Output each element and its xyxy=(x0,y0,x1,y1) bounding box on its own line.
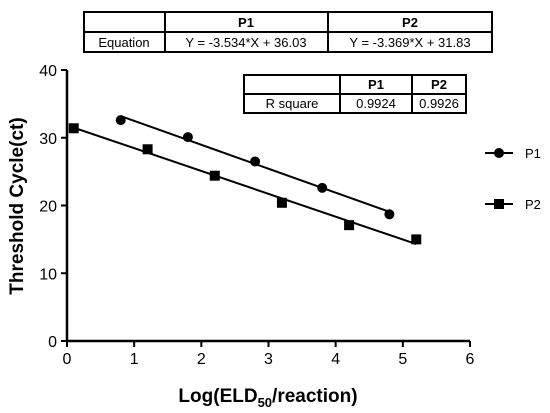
data-point-p2 xyxy=(276,197,287,208)
y-axis-title: Threshold Cycle(ct) xyxy=(7,117,28,294)
x-axis-title: Log(ELD50/reaction) xyxy=(178,386,357,410)
x-tick-label: 4 xyxy=(331,351,340,368)
rsquare-table-header-p2: P2 xyxy=(431,77,447,92)
data-point-p2 xyxy=(68,123,79,134)
x-tick-label: 3 xyxy=(264,351,273,368)
legend-marker-p2 xyxy=(494,199,504,209)
data-point-p2 xyxy=(142,144,153,155)
series-p2 xyxy=(68,123,422,245)
y-axis-ticks: 0 10 20 30 40 xyxy=(39,63,67,351)
x-tick-label: 0 xyxy=(63,351,72,368)
data-point-p2 xyxy=(209,170,220,181)
data-point-p1 xyxy=(317,182,328,193)
equation-p2: Y = -3.369*X + 31.83 xyxy=(349,35,470,50)
equation-table-header-p1: P1 xyxy=(238,15,254,30)
data-point-p2 xyxy=(411,234,422,245)
data-point-p1 xyxy=(115,115,126,126)
x-axis-ticks: 0 1 2 3 4 5 6 xyxy=(63,341,475,368)
rsquare-table-row-label: R square xyxy=(266,96,319,111)
equation-table: P1 P2 Equation Y = -3.534*X + 36.03 Y = … xyxy=(83,11,493,53)
data-point-p2 xyxy=(344,220,355,231)
y-tick-label: 30 xyxy=(39,131,57,148)
x-tick-label: 1 xyxy=(130,351,139,368)
y-tick-label: 10 xyxy=(39,266,57,283)
fit-line-p2 xyxy=(73,126,417,245)
x-tick-label: 6 xyxy=(466,351,475,368)
x-tick-label: 2 xyxy=(197,351,206,368)
x-axis-title-prefix: Log(ELD xyxy=(178,386,257,407)
equation-table-row-label: Equation xyxy=(98,35,149,50)
rsquare-p1: 0.9924 xyxy=(356,96,396,111)
equation-p1: Y = -3.534*X + 36.03 xyxy=(185,35,306,50)
rsquare-table: P1 P2 R square 0.9924 0.9926 xyxy=(243,74,467,114)
rsquare-table-header-p1: P1 xyxy=(368,77,384,92)
series-p1 xyxy=(115,115,395,220)
legend: P1 P2 xyxy=(485,146,541,212)
legend-marker-p1 xyxy=(494,148,504,158)
data-point-p1 xyxy=(384,209,395,220)
legend-label-p2: P2 xyxy=(525,197,541,212)
y-tick-label: 20 xyxy=(39,199,57,216)
x-axis-title-suffix: /reaction) xyxy=(272,386,358,407)
data-point-p1 xyxy=(250,156,261,167)
x-tick-label: 5 xyxy=(398,351,407,368)
equation-table-header-p2: P2 xyxy=(402,15,418,30)
x-axis-title-subscript: 50 xyxy=(258,395,272,410)
series-layer xyxy=(68,115,422,245)
rsquare-p2: 0.9926 xyxy=(419,96,459,111)
y-tick-label: 0 xyxy=(48,334,57,351)
y-tick-label: 40 xyxy=(39,63,57,80)
data-point-p1 xyxy=(182,132,193,143)
legend-label-p1: P1 xyxy=(525,146,541,161)
